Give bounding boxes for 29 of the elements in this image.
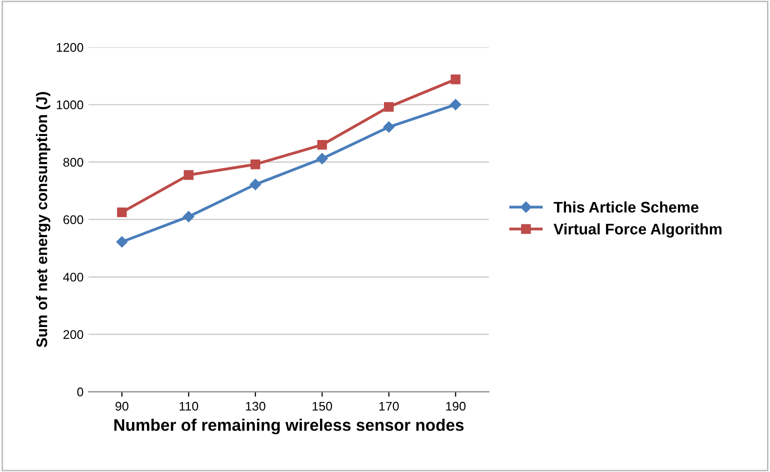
point [383, 121, 394, 133]
x-tick-label: 90 [116, 402, 128, 411]
x-tick-label: 190 [446, 402, 466, 411]
point [250, 159, 260, 170]
point [450, 99, 462, 110]
point [117, 207, 127, 218]
y-tick-label: 200 [63, 330, 84, 339]
x-tick-label: 150 [312, 402, 332, 411]
point [250, 178, 261, 190]
y-tick-label: 1000 [56, 100, 84, 110]
y-tick-label: 0 [77, 388, 84, 396]
x-tick-label: 110 [180, 402, 198, 411]
x-tick-label: 130 [246, 402, 266, 411]
y-tick-label: 800 [63, 158, 84, 167]
point [450, 74, 460, 84]
point [317, 140, 327, 150]
point [184, 170, 194, 180]
y-tick-label: 1200 [56, 43, 84, 52]
x-axis-title: Number of remaining wireless sensor nodes [114, 418, 464, 434]
legend-label: Virtual Force Algorithm [554, 223, 722, 238]
point [384, 102, 394, 112]
point [116, 236, 128, 248]
legend-label: This Article Scheme [554, 201, 698, 213]
x-tick-label: 170 [379, 402, 399, 411]
y-axis-title: Sum of net energy consumption (J) [36, 92, 50, 348]
y-tick-label: 400 [63, 272, 84, 282]
point [316, 153, 328, 164]
y-tick-label: 600 [63, 215, 84, 224]
point [183, 211, 194, 222]
